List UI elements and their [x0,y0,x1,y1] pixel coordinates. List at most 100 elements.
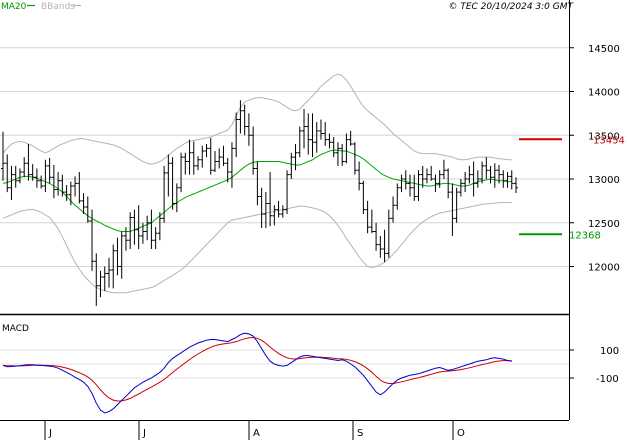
ohlc-bar [39,175,44,189]
ohlc-bar [132,209,137,245]
ohlc-bar [467,165,472,184]
ohlc-bar [128,212,133,249]
month-label: A [253,428,260,439]
ohlc-bar [484,157,489,179]
ohlc-bar [323,122,328,146]
bband-upper-line [2,73,512,165]
ohlc-bar [157,212,162,241]
ohlc-bar [98,270,103,298]
ohlc-bar [514,177,518,193]
macd-tick-label: -100 [596,374,619,385]
ohlc-bar [348,130,353,146]
ohlc-bar [81,193,86,214]
ohlc-bar [433,174,438,193]
ohlc-bar [509,170,514,190]
ohlc-bar [492,163,497,188]
ohlc-bar [263,192,268,228]
ohlc-bar [289,152,294,179]
ohlc-bar [475,170,480,188]
ohlc-bar [378,235,383,258]
ohlc-bar [505,172,510,188]
ohlc-bar [77,172,82,204]
ohlc-bar [327,133,332,149]
ohlc-bar [369,209,374,234]
bband-lower-line [2,202,512,294]
ohlc-bar [145,215,150,241]
ohlc-bar [416,170,421,201]
ohlc-bar [497,165,502,184]
ohlc-bar [450,183,455,236]
ohlc-bar [412,174,417,201]
macd-grid [0,349,569,379]
ohlc-bar [174,183,179,213]
price-grid [0,47,569,267]
ohlc-bar [234,112,239,158]
ohlc-bar [51,165,56,199]
ohlc-bar [480,161,485,184]
ohlc-bar [68,181,73,206]
ohlc-bar [217,148,222,169]
macd-axis-ticks: 100 -100 [569,346,619,385]
ohlc-bar [115,237,120,276]
ohlc-bar [208,137,213,175]
ohlc-bar [365,200,370,234]
ohlc-bar [140,222,145,244]
support-label: 12368 [569,230,601,241]
ohlc-bar [136,205,141,249]
ohlc-bar [170,157,175,210]
ohlc-bar [488,165,493,184]
ohlc-bar [56,172,61,196]
ohlc-bar [268,172,273,227]
ohlc-bar [13,165,18,188]
ohlc-bar [106,257,111,288]
month-label: J [48,428,52,439]
ohlc-bar [162,165,167,223]
ohlc-bar [352,142,357,175]
ohlc-bar [335,142,340,166]
ohlc-bar [26,144,31,181]
ohlc-bar [183,152,188,175]
ohlc-bar [196,156,201,171]
ohlc-bar [399,174,404,193]
macd-main-line [2,332,512,414]
price-bars [1,100,518,306]
ohlc-bar [437,170,442,188]
ohlc-bar [344,133,349,164]
price-tick-label: 14000 [588,88,620,99]
ohlc-bar [34,168,39,188]
ohlc-bar [30,164,35,181]
ohlc-bar [302,109,307,149]
ohlc-bar [441,159,446,179]
ohlc-bar [166,154,171,197]
ohlc-bar [310,113,315,158]
ohlc-bar [318,119,323,140]
ohlc-bar [47,158,52,184]
ohlc-bar [361,180,366,214]
month-label: S [357,428,363,439]
ohlc-bar [60,174,65,197]
ohlc-bar [391,196,396,223]
ohlc-bar [149,209,154,249]
ohlc-bar [111,244,116,289]
macd-lines [2,332,512,414]
ohlc-bar [102,266,107,291]
ohlc-bar [64,185,69,201]
ohlc-bar [153,227,158,249]
ohlc-bar [123,227,128,251]
ohlc-bar [229,142,234,188]
ohlc-bar [314,122,319,153]
ohlc-bar [212,151,217,172]
bollinger-bands [2,73,512,294]
ohlc-bar [221,145,226,166]
price-tick-label: 13500 [588,131,620,142]
ohlc-bar [420,165,425,188]
ohlc-bar [395,183,400,210]
ohlc-bar [191,141,196,175]
ohlc-bar [225,158,230,183]
ohlc-bar [94,253,99,306]
ohlc-bar [272,205,277,226]
ohlc-bar [238,100,243,134]
ohlc-bar [471,161,476,197]
